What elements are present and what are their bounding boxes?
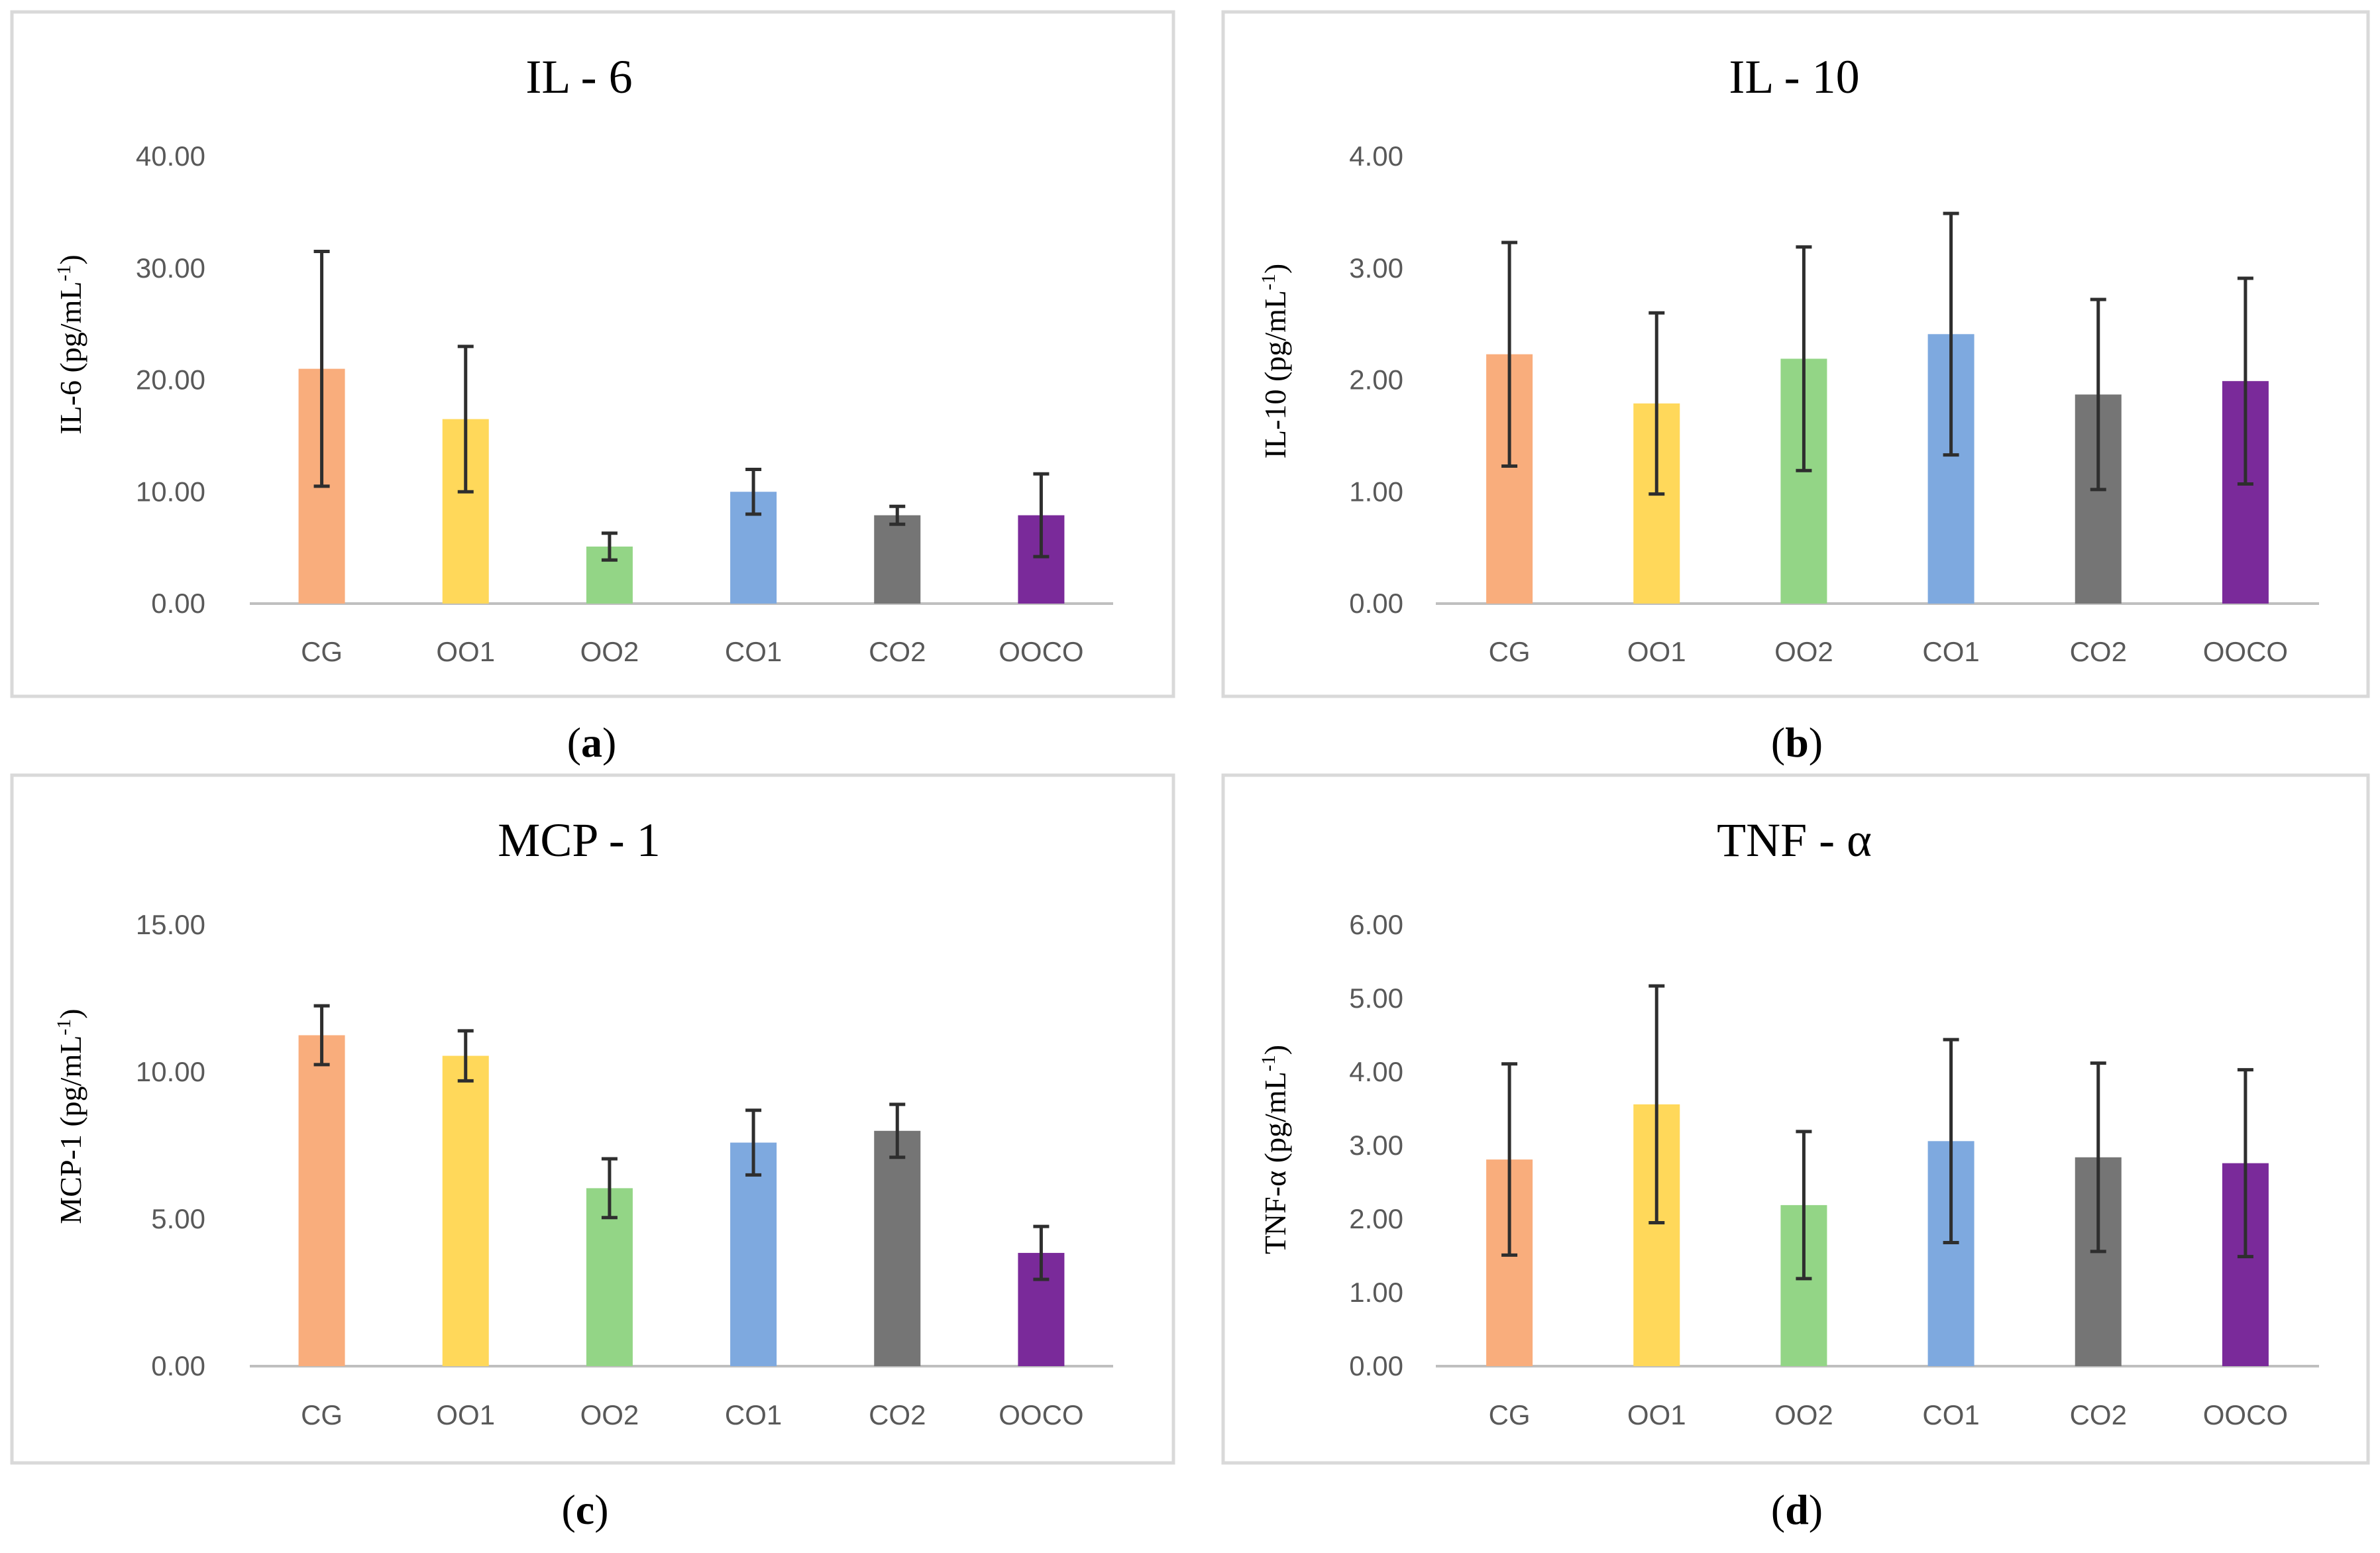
bars: [1486, 1104, 2269, 1366]
x-tick-label-ooco: OOCO: [999, 1399, 1083, 1430]
chart-panel-tnfa: TNF - α TNF-α (pg/mL-1) 0.00 1.00 2.00 3.00…: [1221, 773, 2370, 1465]
y-tick-label: 6.00: [1349, 909, 1403, 940]
y-tick-label: 20.00: [136, 364, 205, 396]
y-tick-label: 5.00: [1349, 983, 1403, 1014]
panel-label-b: (b): [1771, 719, 1823, 766]
chart-panel-il6: IL - 6 IL-6 (pg/mL-1) 0.00 10.00 20.00 30.0…: [10, 10, 1175, 698]
x-tick-label-co2: CO2: [869, 636, 926, 667]
x-tick-label-co2: CO2: [869, 1399, 926, 1430]
x-tick-label-co1: CO1: [725, 1399, 782, 1430]
bar-co2: [874, 515, 921, 604]
bar-co1: [730, 1142, 777, 1366]
y-tick-label: 15.00: [136, 909, 205, 940]
y-tick-label: 30.00: [136, 252, 205, 284]
x-axis-ticks: CG OO1 OO2 CO1 CO2 OOCO: [1489, 1399, 2289, 1430]
x-tick-label-cg: CG: [301, 1399, 343, 1430]
y-axis-ticks: 0.00 5.00 10.00 15.00: [136, 909, 205, 1381]
chart-title: MCP - 1: [498, 814, 660, 867]
x-tick-label-oo1: OO1: [436, 1399, 495, 1430]
chart-panel-mcp1: MCP - 1 MCP-1 (pg/mL-1) 0.00 5.00 10.00 15.…: [10, 773, 1175, 1465]
x-tick-label-oo2: OO2: [1774, 636, 1833, 667]
x-tick-label-co1: CO1: [1922, 636, 1979, 667]
x-axis-ticks: CG OO1 OO2 CO1 CO2 OOCO: [1489, 636, 2289, 667]
x-tick-label-co2: CO2: [2070, 1399, 2127, 1430]
y-tick-label: 0.00: [1349, 1350, 1403, 1381]
error-bars: [313, 1004, 1050, 1281]
x-axis-ticks: CG OO1 OO2 CO1 CO2 OOCO: [301, 1399, 1084, 1430]
x-tick-label-cg: CG: [1489, 636, 1531, 667]
y-tick-label: 3.00: [1349, 252, 1403, 284]
y-tick-label: 40.00: [136, 140, 205, 172]
chart-title: IL - 10: [1729, 50, 1859, 103]
x-tick-label-oo2: OO2: [580, 1399, 639, 1430]
bar-co2: [874, 1130, 921, 1366]
y-axis-ticks: 0.00 10.00 20.00 30.00 40.00: [136, 140, 205, 619]
x-tick-label-ooco: OOCO: [2203, 636, 2288, 667]
panel-label-a: (a): [567, 719, 617, 766]
y-tick-label: 2.00: [1349, 364, 1403, 396]
bar-oo1: [442, 1055, 489, 1366]
chart-title: IL - 6: [525, 50, 632, 103]
y-axis-ticks: 0.00 1.00 2.00 3.00 4.00 5.00 6.00: [1349, 909, 1403, 1381]
panel-label-d: (d): [1771, 1486, 1823, 1533]
x-tick-label-ooco: OOCO: [999, 636, 1083, 667]
y-tick-label: 0.00: [151, 588, 205, 619]
x-tick-label-oo1: OO1: [1627, 1399, 1686, 1430]
y-axis-label: IL-10 (pg/mL-1): [1258, 264, 1293, 459]
y-tick-label: 1.00: [1349, 476, 1403, 507]
y-axis-label: IL-6 (pg/mL-1): [53, 254, 88, 435]
y-tick-label: 10.00: [136, 476, 205, 507]
y-tick-label: 4.00: [1349, 1056, 1403, 1087]
y-axis-label: TNF-α (pg/mL-1): [1258, 1045, 1293, 1254]
x-tick-label-co1: CO1: [725, 636, 782, 667]
bar-cg: [298, 1035, 345, 1366]
y-tick-label: 2.00: [1349, 1203, 1403, 1234]
x-axis-ticks: CG OO1 OO2 CO1 CO2 OOCO: [301, 636, 1084, 667]
error-bars: [1501, 211, 2253, 496]
x-tick-label-co2: CO2: [2070, 636, 2127, 667]
y-tick-label: 4.00: [1349, 140, 1403, 172]
y-tick-label: 10.00: [136, 1056, 205, 1087]
x-tick-label-oo1: OO1: [436, 636, 495, 667]
y-tick-label: 1.00: [1349, 1277, 1403, 1308]
y-axis-label: MCP-1 (pg/mL-1): [53, 1008, 88, 1224]
error-bars: [313, 249, 1050, 562]
x-tick-label-ooco: OOCO: [2203, 1399, 2288, 1430]
y-tick-label: 3.00: [1349, 1130, 1403, 1161]
panel-label-c: (c): [561, 1486, 608, 1533]
chart-panel-il10: IL - 10 IL-10 (pg/mL-1) 0.00 1.00 2.00 3.00…: [1221, 10, 2370, 698]
x-tick-label-oo2: OO2: [580, 636, 639, 667]
y-tick-label: 5.00: [151, 1203, 205, 1234]
x-tick-label-cg: CG: [1489, 1399, 1531, 1430]
bars: [1486, 334, 2269, 604]
error-bars: [1501, 984, 2253, 1281]
x-tick-label-oo2: OO2: [1774, 1399, 1833, 1430]
x-tick-label-oo1: OO1: [1627, 636, 1686, 667]
x-tick-label-co1: CO1: [1922, 1399, 1979, 1430]
y-tick-label: 0.00: [1349, 588, 1403, 619]
chart-title: TNF - α: [1717, 814, 1872, 867]
y-tick-label: 0.00: [151, 1350, 205, 1381]
y-axis-ticks: 0.00 1.00 2.00 3.00 4.00: [1349, 140, 1403, 619]
x-tick-label-cg: CG: [301, 636, 343, 667]
